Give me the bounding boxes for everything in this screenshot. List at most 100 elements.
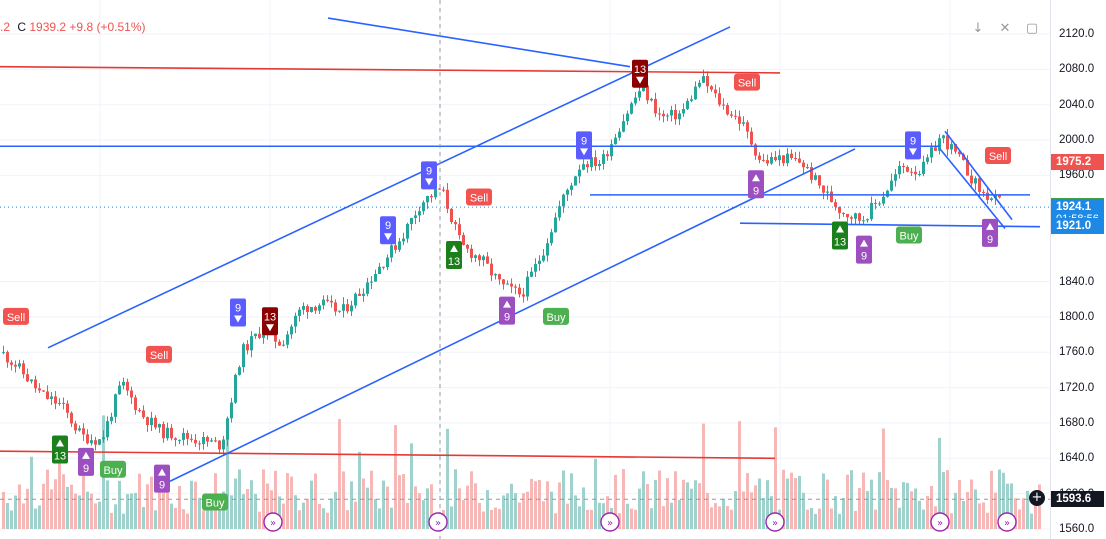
volume-bar [758, 478, 761, 529]
volume-bar [302, 502, 305, 529]
candle-body [10, 362, 13, 365]
square-icon[interactable]: ▢ [1025, 21, 1039, 36]
candle-body [158, 424, 161, 428]
td-count-badge [380, 216, 396, 245]
volume-bar [730, 509, 733, 529]
volume-bar [190, 480, 193, 529]
candle-body [782, 155, 785, 164]
volume-bar [890, 487, 893, 529]
volume-bar [590, 509, 593, 529]
volume-bar [974, 489, 977, 529]
candle-body [146, 417, 149, 426]
volume-bar [854, 510, 857, 529]
candle-body [434, 188, 437, 198]
volume-bar [138, 473, 141, 529]
volume-bar [150, 476, 153, 529]
volume-bar [518, 502, 521, 529]
candle-body [318, 305, 321, 311]
volume-bar [478, 502, 481, 529]
volume-bar [522, 493, 525, 529]
volume-bar [506, 493, 509, 529]
arrow-icon [580, 148, 588, 156]
volume-bar [262, 469, 265, 529]
volume-bar [566, 503, 569, 529]
candle-body [882, 196, 885, 204]
candle-body [706, 76, 709, 87]
candle-body [726, 105, 729, 115]
volume-bar [510, 483, 513, 529]
candle-body [234, 374, 237, 403]
replay-icon [765, 512, 785, 532]
candle-body [762, 159, 765, 161]
volume-bar [786, 478, 789, 529]
candle-body [22, 363, 25, 375]
candle-body [998, 195, 1001, 198]
candle-body [246, 344, 249, 351]
candle-body [334, 302, 337, 312]
collapse-icon[interactable]: ✕ [999, 21, 1011, 36]
volume-bar [158, 476, 161, 529]
candle-body [810, 167, 813, 180]
td-count-label: 13 [834, 237, 846, 249]
volume-bar [498, 508, 501, 529]
volume-bar [126, 494, 129, 529]
candle-body [502, 279, 505, 285]
candle-body [918, 173, 921, 175]
volume-bar [630, 508, 633, 529]
candle-body [250, 336, 253, 351]
volume-bar [354, 501, 357, 529]
candle-body [534, 263, 537, 272]
volume-bar [970, 479, 973, 529]
td-count-badge [832, 221, 848, 250]
candle-body [498, 274, 501, 280]
change-value: +9.8 [69, 20, 94, 34]
candle-body [170, 427, 173, 439]
volume-bar [582, 487, 585, 529]
price-axis[interactable]: 2120.0 2080.0 2040.0 2000.0 1960.0 1840.0 1800… [1050, 0, 1106, 539]
arrow-icon [425, 178, 433, 186]
candle-body [666, 115, 669, 117]
arrow-down-icon[interactable]: ↓ [972, 21, 984, 36]
volume-bar [942, 472, 945, 529]
volume-bar [954, 492, 957, 529]
candle-body [902, 166, 905, 168]
volume-bar [142, 507, 145, 529]
volume-bar [318, 503, 321, 529]
td-count-label: 13 [634, 64, 646, 76]
candle-body [838, 206, 841, 213]
volume-bar [1034, 502, 1037, 529]
volume-bar [486, 490, 489, 529]
candle-body [570, 185, 573, 190]
candle-body [290, 326, 293, 335]
volume-bar [378, 508, 381, 529]
candle-body [326, 299, 329, 301]
volume-bar [22, 503, 25, 529]
td-count-badge [154, 464, 170, 493]
candle-body [630, 103, 633, 114]
candle-body [558, 206, 561, 218]
volume-bar [534, 481, 537, 529]
candle-body [690, 99, 693, 101]
volume-bar [130, 493, 133, 529]
candle-body [114, 394, 117, 417]
volume-bar [690, 488, 693, 529]
volume-bar [38, 505, 41, 529]
replay-icon-glyph: » [1004, 518, 1010, 529]
candle-body [382, 266, 385, 268]
candle-body [982, 191, 985, 193]
td-count-badge [52, 435, 68, 464]
volume-bar [310, 480, 313, 529]
candle-body [870, 202, 873, 220]
candle-body [94, 440, 97, 445]
volume-bar [398, 475, 401, 529]
volume-bar [358, 451, 361, 529]
candle-body [874, 202, 877, 204]
price-tick: 1840.0 [1059, 275, 1095, 288]
replay-icon-glyph: » [607, 518, 613, 529]
volume-bar [1010, 483, 1013, 529]
volume-bar [746, 473, 749, 529]
plus-icon[interactable]: + [1029, 490, 1045, 506]
arrow-icon [836, 225, 844, 233]
